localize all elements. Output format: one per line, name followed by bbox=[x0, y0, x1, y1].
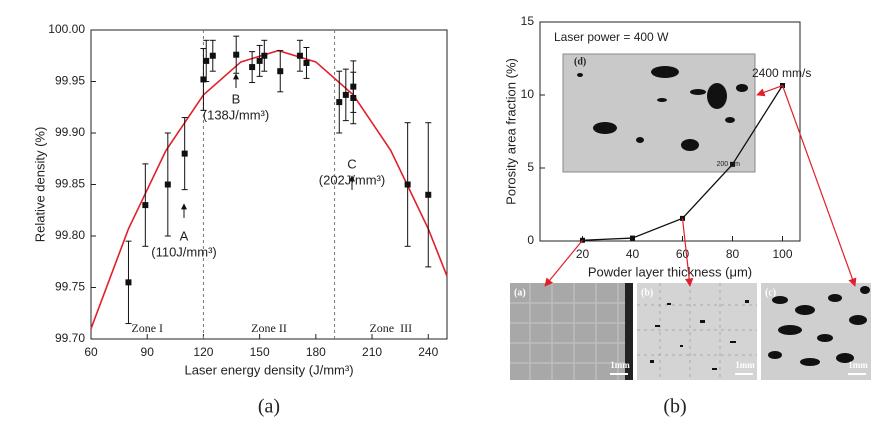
point bbox=[336, 99, 343, 106]
point bbox=[342, 91, 349, 98]
point bbox=[261, 52, 268, 59]
x-tick-label: 40 bbox=[626, 247, 640, 261]
caption: (b) bbox=[663, 396, 686, 418]
inset-label: (d) bbox=[574, 56, 586, 67]
y-tick-label: 99.75 bbox=[55, 280, 85, 294]
point bbox=[730, 161, 735, 167]
point bbox=[303, 59, 310, 66]
image-scale: 1mm bbox=[735, 360, 755, 370]
x-tick-label: 90 bbox=[141, 345, 155, 359]
x-tick-label: 150 bbox=[250, 345, 270, 359]
x-tick-label: 120 bbox=[193, 345, 213, 359]
point bbox=[142, 202, 149, 209]
point bbox=[164, 181, 171, 188]
y-tick-label: 99.70 bbox=[55, 331, 85, 345]
point bbox=[350, 94, 357, 101]
point bbox=[277, 68, 284, 75]
x-tick-label: 210 bbox=[362, 345, 382, 359]
annotation-text: (138J/mm³) bbox=[203, 107, 269, 122]
x-tick-label: 100 bbox=[772, 247, 792, 261]
y-tick-label: 15 bbox=[521, 14, 535, 28]
image-label: (b) bbox=[641, 287, 653, 298]
y-tick-label: 5 bbox=[527, 160, 534, 174]
y-axis-label: Relative density (%) bbox=[32, 127, 47, 243]
annotation: Laser power = 400 W bbox=[554, 30, 669, 44]
image-scale: 1mm bbox=[610, 360, 630, 370]
y-tick-label: 0 bbox=[527, 233, 534, 247]
micrograph bbox=[637, 283, 757, 380]
micrograph bbox=[510, 283, 633, 380]
y-tick-label: 10 bbox=[521, 87, 535, 101]
annotation-text: (202J/mm³) bbox=[319, 172, 385, 187]
plot-frame bbox=[90, 29, 448, 340]
zone-label: Zone II bbox=[251, 321, 287, 335]
x-axis-label: Laser energy density (J/mm³) bbox=[184, 362, 353, 377]
y-tick-label: 100.00 bbox=[48, 22, 85, 36]
annotation-letter: A bbox=[180, 228, 189, 243]
caption: (a) bbox=[258, 396, 280, 418]
point bbox=[425, 191, 432, 198]
point bbox=[203, 57, 210, 64]
y-tick-label: 99.80 bbox=[55, 228, 85, 242]
point bbox=[125, 279, 132, 286]
y-axis-label: Porosity area fraction (%) bbox=[503, 58, 518, 205]
zone-label: Zone I bbox=[131, 321, 163, 335]
point bbox=[249, 64, 256, 71]
annotation: 2400 mm/s bbox=[752, 66, 811, 80]
annotation-letter: C bbox=[347, 156, 356, 171]
point bbox=[181, 150, 188, 157]
plot-frame bbox=[539, 21, 801, 242]
x-tick-label: 60 bbox=[84, 345, 98, 359]
image-scale: 1mm bbox=[848, 360, 868, 370]
inset-scale: 200 μm bbox=[717, 161, 741, 168]
annotation-text: (110J/mm³) bbox=[151, 244, 216, 259]
y-tick-label: 99.90 bbox=[55, 125, 85, 139]
y-tick-label: 99.85 bbox=[55, 177, 85, 191]
point bbox=[209, 52, 216, 59]
x-tick-label: 240 bbox=[418, 345, 438, 359]
pointer-arrow bbox=[681, 218, 694, 287]
point bbox=[233, 51, 240, 58]
x-axis-label: Powder layer thickness (μm) bbox=[588, 264, 752, 279]
zone-label: Zone III bbox=[369, 321, 412, 335]
image-label: (c) bbox=[765, 287, 776, 298]
point bbox=[256, 57, 263, 64]
y-tick-label: 99.95 bbox=[55, 74, 85, 88]
point bbox=[630, 235, 635, 241]
inset-image bbox=[562, 53, 756, 173]
point bbox=[296, 52, 303, 59]
x-tick-label: 20 bbox=[576, 247, 590, 261]
image-label: (a) bbox=[514, 287, 526, 298]
fit-curve bbox=[90, 49, 448, 329]
x-tick-label: 180 bbox=[306, 345, 326, 359]
pointer-arrow bbox=[781, 85, 857, 287]
point bbox=[404, 181, 411, 188]
pointer-arrow bbox=[756, 84, 783, 97]
pointer-arrow bbox=[544, 239, 583, 287]
annotation-letter: B bbox=[232, 91, 241, 106]
x-tick-label: 80 bbox=[726, 247, 740, 261]
micrograph bbox=[761, 283, 871, 380]
point bbox=[200, 76, 207, 83]
